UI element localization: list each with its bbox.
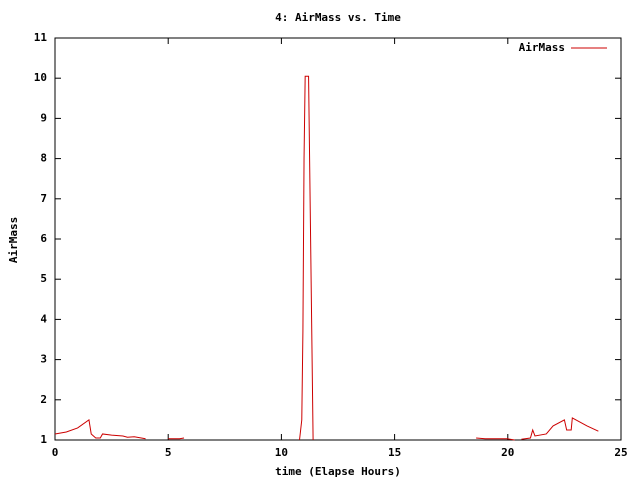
y-tick-label: 3 xyxy=(40,353,47,366)
chart-title: 4: AirMass vs. Time xyxy=(275,11,401,24)
y-tick-label: 7 xyxy=(40,192,47,205)
y-tick-label: 1 xyxy=(40,433,47,446)
x-tick-label: 5 xyxy=(165,446,172,459)
y-tick-label: 2 xyxy=(40,393,47,406)
y-tick-label: 4 xyxy=(40,312,47,325)
x-tick-label: 25 xyxy=(614,446,627,459)
x-tick-label: 15 xyxy=(388,446,401,459)
x-axis-label: time (Elapse Hours) xyxy=(275,465,401,478)
y-tick-label: 11 xyxy=(34,31,48,44)
x-tick-label: 10 xyxy=(275,446,288,459)
y-tick-label: 5 xyxy=(40,272,47,285)
y-tick-label: 6 xyxy=(40,232,47,245)
y-tick-label: 10 xyxy=(34,71,47,84)
data-line xyxy=(54,75,599,441)
y-tick-label: 9 xyxy=(40,111,47,124)
legend-label: AirMass xyxy=(519,41,565,54)
plot-frame xyxy=(54,37,622,441)
y-tick-label: 8 xyxy=(40,152,47,165)
x-tick-label: 0 xyxy=(52,446,59,459)
y-axis-label: AirMass xyxy=(7,217,20,263)
x-tick-label: 20 xyxy=(501,446,514,459)
